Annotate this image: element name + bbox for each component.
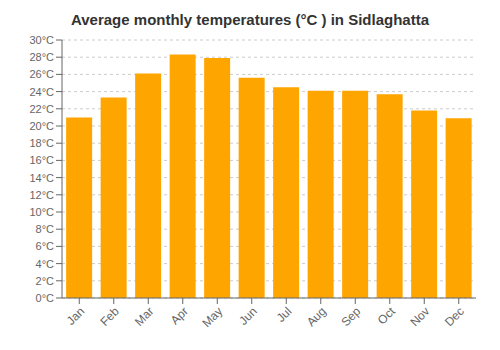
svg-text:22°C: 22°C bbox=[29, 103, 54, 115]
svg-text:28°C: 28°C bbox=[29, 51, 54, 63]
svg-text:Mar: Mar bbox=[132, 304, 157, 329]
svg-text:8°C: 8°C bbox=[36, 223, 55, 235]
svg-text:0°C: 0°C bbox=[36, 292, 55, 304]
svg-text:4°C: 4°C bbox=[36, 258, 55, 270]
svg-text:Aug: Aug bbox=[304, 304, 329, 329]
svg-text:2°C: 2°C bbox=[36, 275, 55, 287]
svg-text:Oct: Oct bbox=[375, 304, 399, 328]
svg-text:10°C: 10°C bbox=[29, 206, 54, 218]
svg-text:Jul: Jul bbox=[274, 304, 295, 325]
svg-text:20°C: 20°C bbox=[29, 120, 54, 132]
svg-text:6°C: 6°C bbox=[36, 240, 55, 252]
svg-text:Nov: Nov bbox=[407, 304, 432, 329]
svg-text:26°C: 26°C bbox=[29, 68, 54, 80]
svg-text:12°C: 12°C bbox=[29, 189, 54, 201]
svg-text:14°C: 14°C bbox=[29, 172, 54, 184]
svg-text:18°C: 18°C bbox=[29, 137, 54, 149]
svg-text:Jan: Jan bbox=[64, 304, 88, 328]
html-text:Average monthly temperatures (: Average monthly temperatures (°C ) in Si… bbox=[71, 11, 429, 28]
svg-text:May: May bbox=[199, 304, 225, 330]
svg-text:Sep: Sep bbox=[338, 304, 363, 329]
svg-text:Jun: Jun bbox=[236, 304, 260, 328]
svg-text:30°C: 30°C bbox=[29, 34, 54, 46]
svg-text:Dec: Dec bbox=[442, 304, 467, 329]
svg-text:16°C: 16°C bbox=[29, 154, 54, 166]
svg-text:Feb: Feb bbox=[97, 304, 122, 329]
svg-text:Apr: Apr bbox=[168, 304, 191, 327]
svg-text:24°C: 24°C bbox=[29, 86, 54, 98]
